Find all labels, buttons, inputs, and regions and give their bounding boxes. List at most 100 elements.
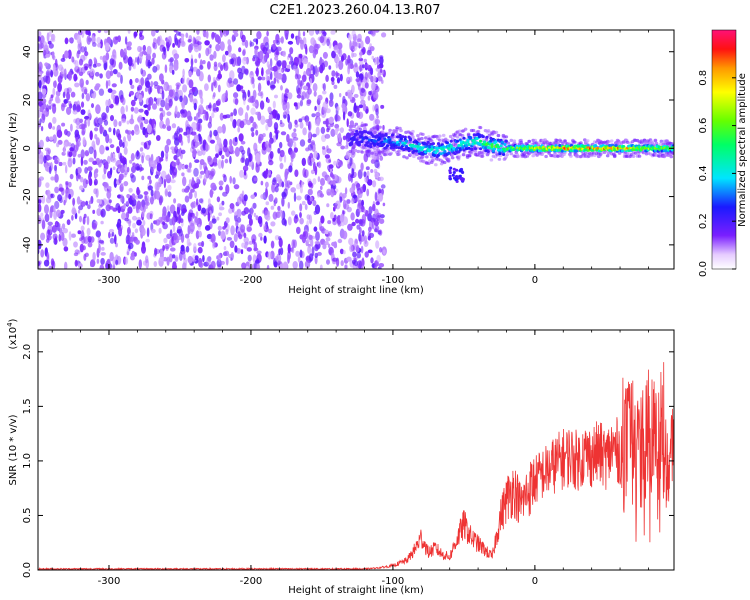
noise-mark: [284, 170, 288, 180]
noise-mark: [128, 218, 132, 227]
noise-mark: [218, 180, 224, 186]
noise-mark: [320, 177, 325, 186]
noise-mark: [194, 58, 198, 64]
noise-mark: [138, 108, 144, 113]
noise-mark: [236, 210, 240, 215]
noise-mark: [349, 40, 352, 51]
signal-halo-mark: [671, 151, 674, 155]
signal-ridge-mark: [502, 153, 506, 156]
noise-mark: [292, 64, 297, 71]
noise-mark: [165, 97, 168, 106]
noise-mark: [45, 238, 50, 244]
noise-mark: [308, 45, 314, 54]
signal-ridge-mark: [436, 142, 441, 146]
noise-mark: [139, 147, 144, 152]
noise-mark: [81, 92, 85, 100]
noise-mark: [377, 76, 383, 82]
colorbar-ticks: 0.00.20.40.60.8: [698, 70, 736, 277]
signal-ridge-mark: [496, 145, 501, 149]
noise-mark: [221, 123, 226, 134]
noise-mark: [329, 92, 334, 101]
snr-y-tick-label: 2.0: [22, 344, 33, 360]
signal-ridge-mark: [512, 147, 516, 151]
noise-mark: [264, 52, 270, 59]
noise-mark: [190, 58, 194, 67]
noise-mark: [42, 41, 48, 50]
signal-ridge-mark: [503, 143, 507, 146]
noise-mark: [280, 36, 284, 44]
noise-mark: [133, 236, 138, 241]
noise-mark: [366, 49, 372, 56]
noise-mark: [66, 92, 71, 101]
snr-x-tick-label: -300: [98, 576, 121, 587]
noise-mark: [108, 127, 112, 133]
noise-mark: [204, 225, 211, 231]
noise-mark: [299, 249, 303, 258]
noise-mark: [346, 118, 349, 128]
noise-mark: [131, 129, 135, 136]
noise-mark: [77, 153, 82, 158]
noise-mark: [213, 50, 217, 60]
noise-mark: [136, 200, 141, 210]
noise-mark: [253, 177, 258, 182]
noise-mark: [92, 42, 97, 47]
noise-mark: [188, 191, 193, 200]
noise-mark: [367, 95, 371, 101]
noise-mark: [364, 251, 369, 258]
noise-mark: [293, 128, 297, 132]
noise-mark: [257, 82, 262, 93]
noise-mark: [188, 70, 192, 78]
noise-mark: [233, 184, 240, 190]
noise-mark: [133, 252, 137, 257]
noise-mark: [293, 192, 297, 203]
noise-mark: [278, 236, 282, 241]
noise-mark: [123, 146, 128, 155]
noise-mark: [261, 171, 267, 178]
noise-mark: [151, 57, 155, 65]
signal-halo-mark: [617, 151, 622, 155]
noise-mark: [209, 188, 214, 198]
noise-mark: [363, 209, 367, 213]
noise-mark: [232, 177, 236, 185]
noise-mark: [211, 112, 215, 119]
noise-mark: [99, 55, 103, 60]
noise-mark: [101, 210, 104, 217]
noise-mark: [123, 48, 127, 58]
noise-mark: [352, 259, 356, 265]
noise-mark: [351, 168, 355, 177]
noise-mark: [364, 235, 368, 245]
noise-mark: [92, 160, 97, 165]
signal-halo-mark: [544, 154, 548, 159]
noise-mark: [118, 226, 123, 237]
signal-ridge-mark: [456, 146, 460, 150]
noise-mark: [152, 52, 157, 59]
signal-halo-mark: [654, 141, 659, 145]
noise-mark: [195, 211, 199, 218]
signal-halo-mark: [356, 149, 361, 154]
noise-mark: [314, 240, 321, 245]
noise-mark: [197, 242, 204, 247]
noise-mark: [327, 220, 332, 225]
noise-mark: [238, 72, 244, 80]
noise-mark: [263, 223, 267, 231]
noise-mark: [64, 194, 68, 203]
noise-mark: [57, 194, 63, 202]
signal-ridge-mark: [447, 151, 451, 155]
noise-mark: [152, 103, 157, 110]
signal-lobe-mark: [452, 171, 456, 174]
noise-mark: [273, 77, 277, 84]
noise-mark: [292, 137, 299, 141]
noise-mark: [152, 65, 158, 73]
noise-mark: [268, 193, 274, 202]
noise-mark: [123, 181, 129, 187]
noise-mark: [319, 36, 325, 44]
signal-halo-mark: [497, 157, 502, 161]
spectrogram-x-tick-label: 0: [532, 275, 538, 286]
signal-halo-mark: [357, 125, 362, 129]
noise-mark: [287, 92, 293, 100]
noise-mark: [244, 157, 249, 167]
noise-mark: [161, 52, 167, 60]
noise-mark: [358, 60, 364, 66]
noise-mark: [294, 169, 299, 177]
noise-mark: [95, 137, 100, 146]
